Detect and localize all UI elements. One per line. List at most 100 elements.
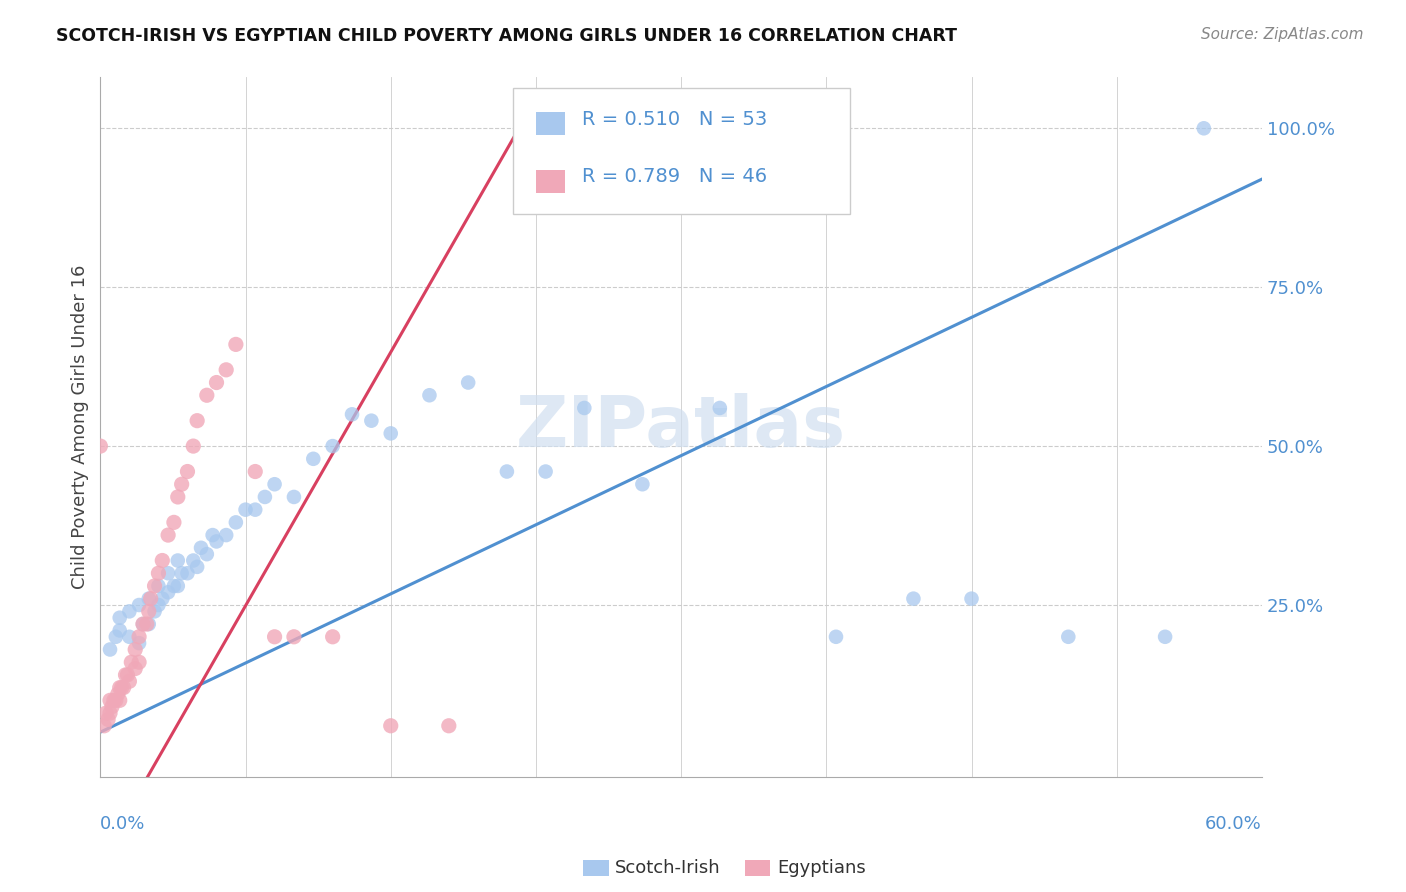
Point (98, 706, 121, 720)
Point (205, 534, 228, 549)
Point (148, 566, 170, 581)
Point (112, 681, 135, 695)
Text: Source: ZipAtlas.com: Source: ZipAtlas.com (1201, 27, 1364, 42)
Point (132, 617, 155, 632)
Point (157, 528, 180, 542)
Point (148, 598, 170, 612)
Point (150, 591, 173, 606)
Point (139, 591, 162, 606)
Point (176, 465, 198, 479)
Point (631, 477, 654, 491)
Point (118, 604, 141, 618)
Point (235, 502, 257, 516)
Point (322, 630, 344, 644)
Point (143, 579, 166, 593)
Point (903, 591, 925, 606)
Point (1154, 630, 1177, 644)
Text: R = 0.510   N = 53: R = 0.510 N = 53 (582, 110, 768, 128)
Point (709, 401, 731, 415)
Text: Egyptians: Egyptians (778, 859, 866, 877)
Point (253, 490, 276, 504)
Point (283, 630, 305, 644)
Y-axis label: Child Poverty Among Girls Under 16: Child Poverty Among Girls Under 16 (72, 265, 89, 590)
Point (135, 617, 157, 632)
Point (101, 699, 124, 714)
Text: SCOTCH-IRISH VS EGYPTIAN CHILD POVERTY AMONG GIRLS UNDER 16 CORRELATION CHART: SCOTCH-IRISH VS EGYPTIAN CHILD POVERTY A… (56, 27, 957, 45)
Point (166, 579, 188, 593)
Point (97, 713, 120, 727)
Point (534, 465, 557, 479)
Point (117, 668, 139, 682)
Point (128, 655, 150, 669)
Point (124, 642, 146, 657)
Point (181, 553, 204, 567)
Point (150, 553, 173, 567)
Point (163, 516, 186, 530)
Point (163, 579, 186, 593)
Point (263, 630, 285, 644)
Point (128, 636, 150, 650)
Point (93, 719, 115, 733)
Point (360, 414, 382, 428)
Point (108, 681, 131, 695)
Point (380, 426, 402, 441)
Point (205, 376, 228, 390)
Point (418, 388, 440, 402)
Point (157, 585, 180, 599)
Text: ZIPatlas: ZIPatlas (516, 392, 846, 461)
Point (98, 642, 121, 657)
Point (170, 566, 193, 581)
Point (118, 674, 141, 689)
Point (225, 337, 247, 351)
Point (960, 591, 983, 606)
Point (138, 591, 160, 606)
Point (1057, 630, 1080, 644)
Point (132, 617, 155, 632)
Point (108, 693, 131, 707)
Point (111, 681, 134, 695)
Text: R = 0.789   N = 46: R = 0.789 N = 46 (582, 167, 768, 186)
Text: 0.0%: 0.0% (100, 815, 146, 833)
Point (181, 439, 204, 453)
FancyBboxPatch shape (536, 112, 565, 135)
Point (103, 693, 125, 707)
Point (322, 439, 344, 453)
Point (215, 363, 238, 377)
Point (118, 630, 141, 644)
Point (138, 604, 160, 618)
Point (225, 516, 247, 530)
Point (104, 693, 127, 707)
Point (496, 465, 519, 479)
Point (340, 407, 363, 421)
Point (195, 547, 218, 561)
Point (245, 502, 267, 516)
Point (157, 566, 180, 581)
FancyBboxPatch shape (536, 170, 565, 193)
Point (114, 668, 136, 682)
Point (143, 604, 166, 618)
Point (437, 719, 460, 733)
Point (124, 662, 146, 676)
Point (1192, 121, 1215, 136)
Point (215, 528, 238, 542)
Point (195, 388, 218, 402)
Point (170, 477, 193, 491)
Point (128, 598, 150, 612)
Point (457, 376, 479, 390)
Point (108, 611, 131, 625)
Point (104, 630, 127, 644)
Point (166, 553, 188, 567)
Point (98, 693, 121, 707)
Point (186, 414, 208, 428)
Point (190, 541, 212, 555)
Point (138, 617, 160, 632)
Point (245, 465, 267, 479)
Point (380, 719, 402, 733)
Point (166, 490, 188, 504)
Point (574, 401, 596, 415)
Text: Scotch-Irish: Scotch-Irish (614, 859, 720, 877)
Point (148, 579, 170, 593)
Text: 60.0%: 60.0% (1205, 815, 1263, 833)
Point (201, 528, 224, 542)
Point (825, 630, 848, 644)
